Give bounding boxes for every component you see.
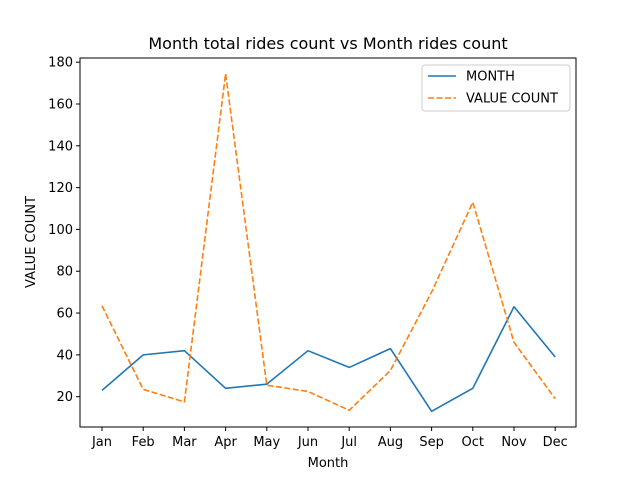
y-tick-label: 180 (48, 56, 73, 71)
legend-label: VALUE COUNT (466, 92, 558, 107)
y-tick-label: 140 (48, 139, 73, 154)
series-line-value-count (101, 72, 556, 412)
x-tick-label: Jul (340, 435, 357, 450)
plot-frame (79, 57, 577, 428)
y-axis-label: VALUE COUNT (24, 196, 39, 288)
y-tick-label: 120 (48, 181, 73, 196)
x-tick-label: Jan (91, 435, 112, 450)
x-tick-label: Sep (419, 435, 444, 450)
x-axis: Jan Feb Mar Apr May Jun Jul Aug Sep Oct Nov Dec (91, 427, 568, 450)
x-tick-label: Dec (543, 435, 568, 450)
x-axis-label: Month (308, 456, 349, 471)
plot-series (101, 72, 556, 413)
series-line-month (101, 305, 556, 413)
chart-title: Month total rides count vs Month rides c… (148, 34, 507, 53)
y-tick-label: 80 (56, 265, 73, 280)
x-tick-label: Nov (501, 435, 527, 450)
y-axis: 20 40 60 80 100 120 140 160 180 (48, 56, 80, 405)
y-tick-label: 20 (56, 390, 73, 405)
y-tick-label: 40 (56, 348, 73, 363)
y-tick-label: 160 (48, 97, 73, 112)
x-tick-label: Feb (132, 435, 155, 450)
x-tick-label: Apr (214, 435, 237, 450)
legend-label: MONTH (466, 70, 515, 85)
x-tick-label: Mar (172, 435, 197, 450)
legend-box (421, 64, 571, 112)
y-tick-label: 100 (48, 223, 73, 238)
x-tick-label: Jun (297, 435, 318, 450)
x-tick-label: May (253, 435, 280, 450)
legend: MONTH VALUE COUNT (421, 64, 571, 112)
y-tick-label: 60 (56, 307, 73, 322)
x-tick-label: Oct (462, 435, 484, 450)
x-tick-label: Aug (378, 435, 403, 450)
